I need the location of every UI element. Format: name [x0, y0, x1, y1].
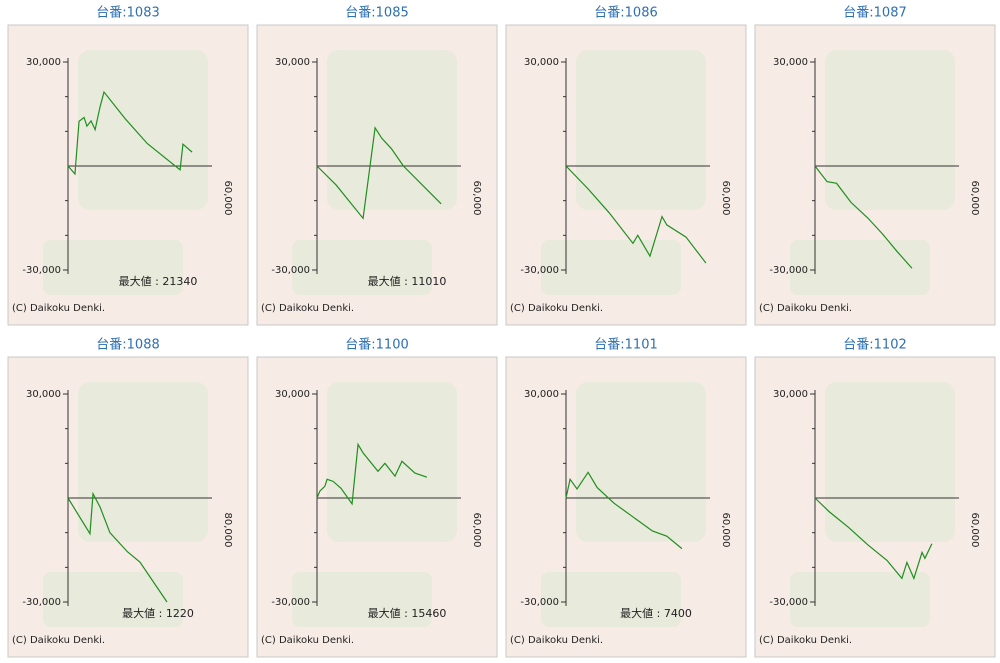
x-tick-label: 60,000: [720, 181, 731, 216]
x-tick-label: 60,000: [720, 513, 731, 548]
copyright: (C) Daikoku Denki.: [12, 303, 105, 314]
backdrop: [43, 572, 183, 627]
max-value: 最大値 : 11010: [368, 274, 447, 288]
line: [316, 442, 428, 506]
y-tick-label: -30,000: [520, 265, 559, 276]
panel-title: 台番:1086: [594, 6, 657, 21]
max-value: 最大値 : 15460: [368, 606, 447, 620]
y-tick-label: 30,000: [524, 57, 559, 68]
panel: [7, 24, 249, 326]
panel: [7, 356, 249, 658]
y-tick-label: -30,000: [271, 597, 310, 608]
panel-title: 台番:1083: [96, 6, 159, 21]
y-tick-label: -30,000: [769, 265, 808, 276]
backdrop: [790, 572, 930, 627]
panel-title: 台番:1101: [594, 338, 657, 353]
line: [565, 165, 707, 264]
panel-title: 台番:1102: [843, 338, 906, 353]
panel: [754, 24, 996, 326]
backdrop: [78, 382, 208, 542]
y-tick-label: -30,000: [271, 265, 310, 276]
y-tick-label: 30,000: [773, 57, 808, 68]
y-tick-label: 30,000: [26, 389, 61, 400]
backdrop: [576, 382, 706, 542]
panel: [754, 356, 996, 658]
y-tick-label: 30,000: [524, 389, 559, 400]
x-tick-label: 60,000: [969, 181, 980, 216]
backdrop: [327, 382, 457, 542]
line: [67, 491, 168, 603]
y-tick-label: 30,000: [773, 389, 808, 400]
backdrop: [292, 572, 432, 627]
backdrop: [576, 50, 706, 210]
panel-title: 台番:1088: [96, 338, 159, 353]
max-value: 最大値 : 21340: [119, 274, 198, 288]
x-tick-label: 60,000: [969, 513, 980, 548]
copyright: (C) Daikoku Denki.: [261, 303, 354, 314]
backdrop: [43, 240, 183, 295]
panel: [505, 24, 747, 326]
backdrop: [292, 240, 432, 295]
copyright: (C) Daikoku Denki.: [510, 303, 603, 314]
line: [316, 126, 442, 220]
backdrop: [541, 240, 681, 295]
y-tick-label: -30,000: [22, 265, 61, 276]
panel-title: 台番:1085: [345, 6, 408, 21]
line: [814, 497, 933, 581]
y-tick-label: -30,000: [769, 597, 808, 608]
panel-title: 台番:1087: [843, 6, 906, 21]
line: [67, 90, 193, 176]
backdrop: [327, 50, 457, 210]
max-value: 最大値 : 7400: [620, 606, 692, 620]
backdrop: [78, 50, 208, 210]
panel: [256, 356, 498, 658]
y-tick-label: -30,000: [22, 597, 61, 608]
y-tick-label: 30,000: [275, 389, 310, 400]
copyright: (C) Daikoku Denki.: [759, 635, 852, 646]
x-tick-label: 60,000: [222, 181, 233, 216]
x-tick-label: 60,000: [471, 513, 482, 548]
y-tick-label: 30,000: [275, 57, 310, 68]
y-tick-label: -30,000: [520, 597, 559, 608]
copyright: (C) Daikoku Denki.: [759, 303, 852, 314]
backdrop: [825, 382, 955, 542]
backdrop: [541, 572, 681, 627]
backdrop: [790, 240, 930, 295]
line: [565, 471, 683, 550]
panel: [256, 24, 498, 326]
copyright: (C) Daikoku Denki.: [510, 635, 603, 646]
x-tick-label: 80,000: [222, 513, 233, 548]
panel-title: 台番:1100: [345, 338, 408, 353]
y-tick-label: 30,000: [26, 57, 61, 68]
copyright: (C) Daikoku Denki.: [261, 635, 354, 646]
max-value: 最大値 : 1220: [122, 606, 194, 620]
line: [814, 165, 913, 269]
backdrop: [825, 50, 955, 210]
copyright: (C) Daikoku Denki.: [12, 635, 105, 646]
x-tick-label: 60,000: [471, 181, 482, 216]
panel: [505, 356, 747, 658]
